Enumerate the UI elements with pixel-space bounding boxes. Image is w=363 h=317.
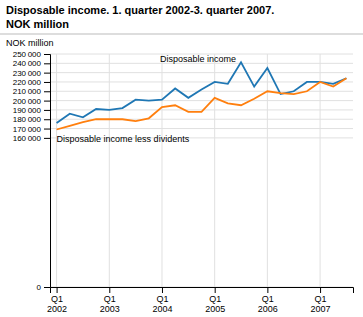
y-axis: 0 160 000170 000180 000190 000200 000210 … xyxy=(13,50,51,292)
grid xyxy=(50,54,353,287)
plot: 0 160 000170 000180 000190 000200 000210 … xyxy=(13,50,354,314)
axis-line xyxy=(44,55,51,288)
tick-label: Q12003 xyxy=(100,294,120,314)
tick-mark xyxy=(44,82,50,83)
tick-label: 170 000 xyxy=(13,125,42,134)
series-labels: Disposable income Disposable income less … xyxy=(57,54,236,144)
tick-mark xyxy=(44,119,50,120)
subtitle: NOK million xyxy=(6,18,69,30)
series-label: Disposable income xyxy=(160,54,236,64)
grid-line xyxy=(161,54,162,287)
grid-line xyxy=(320,54,321,287)
tick-mark xyxy=(44,138,50,139)
grid-line xyxy=(214,54,215,287)
tick: 160 000 xyxy=(13,134,50,143)
tick: 180 000 xyxy=(13,115,50,124)
tick-mark xyxy=(44,287,50,288)
tick-mark xyxy=(162,287,163,293)
tick-mark xyxy=(44,91,50,92)
tick-label: Q12006 xyxy=(258,294,278,314)
tick-label: Q12004 xyxy=(152,294,172,314)
series-label: Disposable income less dividents xyxy=(57,134,190,144)
title: Disposable income. 1. quarter 2002-3. qu… xyxy=(6,4,274,16)
tick: 190 000 xyxy=(13,106,50,115)
grid-line xyxy=(50,100,353,101)
tick-label: Q12007 xyxy=(311,294,331,314)
tick-mark xyxy=(44,101,50,102)
tick-label: 220 000 xyxy=(13,78,42,87)
tick-label: 190 000 xyxy=(13,106,42,115)
tick: Q12002 xyxy=(47,287,67,314)
tick-mark xyxy=(44,110,50,111)
tick-label: 240 000 xyxy=(13,59,42,68)
tick: 250 000 xyxy=(13,50,50,59)
axis-line xyxy=(51,288,354,294)
y-axis-label: NOK million xyxy=(6,38,54,48)
separator xyxy=(0,34,363,35)
grid-line xyxy=(56,54,57,287)
x-axis: Q12002 Q12003 Q12004 Q12005 Q12006 Q12007 xyxy=(47,287,353,314)
tick-label: 250 000 xyxy=(13,50,42,59)
tick: 0 xyxy=(37,283,50,292)
lines xyxy=(57,62,347,129)
tick: Q12005 xyxy=(205,287,225,314)
tick: 230 000 xyxy=(13,69,50,78)
tick: 220 000 xyxy=(13,78,50,87)
tick-label: 0 xyxy=(37,283,42,292)
chart: Disposable income. 1. quarter 2002-3. qu… xyxy=(0,0,363,317)
tick: 240 000 xyxy=(13,59,50,68)
tick-label: Q12005 xyxy=(205,294,225,314)
tick-mark xyxy=(267,287,268,293)
tick-label: 180 000 xyxy=(13,115,42,124)
tick: Q12003 xyxy=(100,287,120,314)
tick-label: 160 000 xyxy=(13,134,42,143)
tick-mark xyxy=(44,129,50,130)
grid-line xyxy=(50,72,353,73)
tick-mark xyxy=(57,287,58,293)
tick-label: 210 000 xyxy=(13,87,42,96)
tick-mark xyxy=(44,73,50,74)
grid-line xyxy=(109,54,110,287)
tick: Q12007 xyxy=(311,287,331,314)
tick: Q12006 xyxy=(258,287,278,314)
tick-label: 230 000 xyxy=(13,69,42,78)
grid-line xyxy=(267,54,268,287)
tick-label: Q12002 xyxy=(47,294,67,314)
tick-mark xyxy=(44,63,50,64)
tick: Q12004 xyxy=(152,287,172,314)
tick-mark xyxy=(215,287,216,293)
tick-mark xyxy=(320,287,321,293)
tick-label: 200 000 xyxy=(13,97,42,106)
tick: 170 000 xyxy=(13,125,50,134)
tick: 210 000 xyxy=(13,87,50,96)
tick-mark xyxy=(109,287,110,293)
grid-line xyxy=(50,128,353,129)
line xyxy=(57,78,347,129)
tick-mark xyxy=(44,54,50,55)
tick: 200 000 xyxy=(13,97,50,106)
